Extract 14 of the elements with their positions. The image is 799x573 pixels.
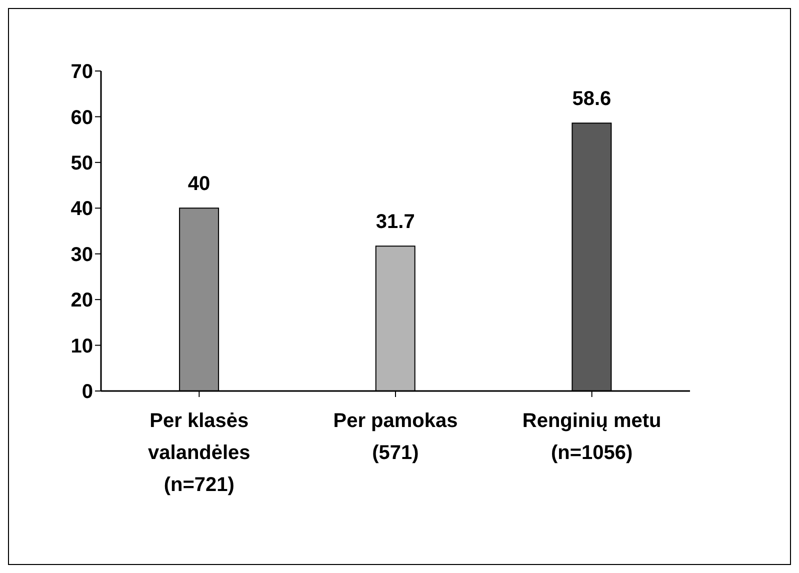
y-tick-label: 40 <box>70 198 93 220</box>
data-label: 58.6 <box>572 88 612 110</box>
x-tick-label: Per klasės valandėles (n=721) <box>148 410 250 496</box>
y-tick-label: 10 <box>70 335 93 358</box>
x-tick-label: Renginių metu (n=1056) <box>522 410 662 464</box>
y-tick-label: 50 <box>70 152 93 175</box>
y-tick-label: 30 <box>70 244 93 266</box>
y-tick-label: 0 <box>82 381 93 404</box>
y-tick-label: 20 <box>70 290 93 312</box>
y-tick-label: 60 <box>70 106 93 129</box>
y-tick-label: 70 <box>70 61 93 84</box>
x-tick-label: Per pamokas (571) <box>333 410 458 464</box>
data-label: 31.7 <box>376 211 415 234</box>
data-label: 40 <box>188 173 210 196</box>
